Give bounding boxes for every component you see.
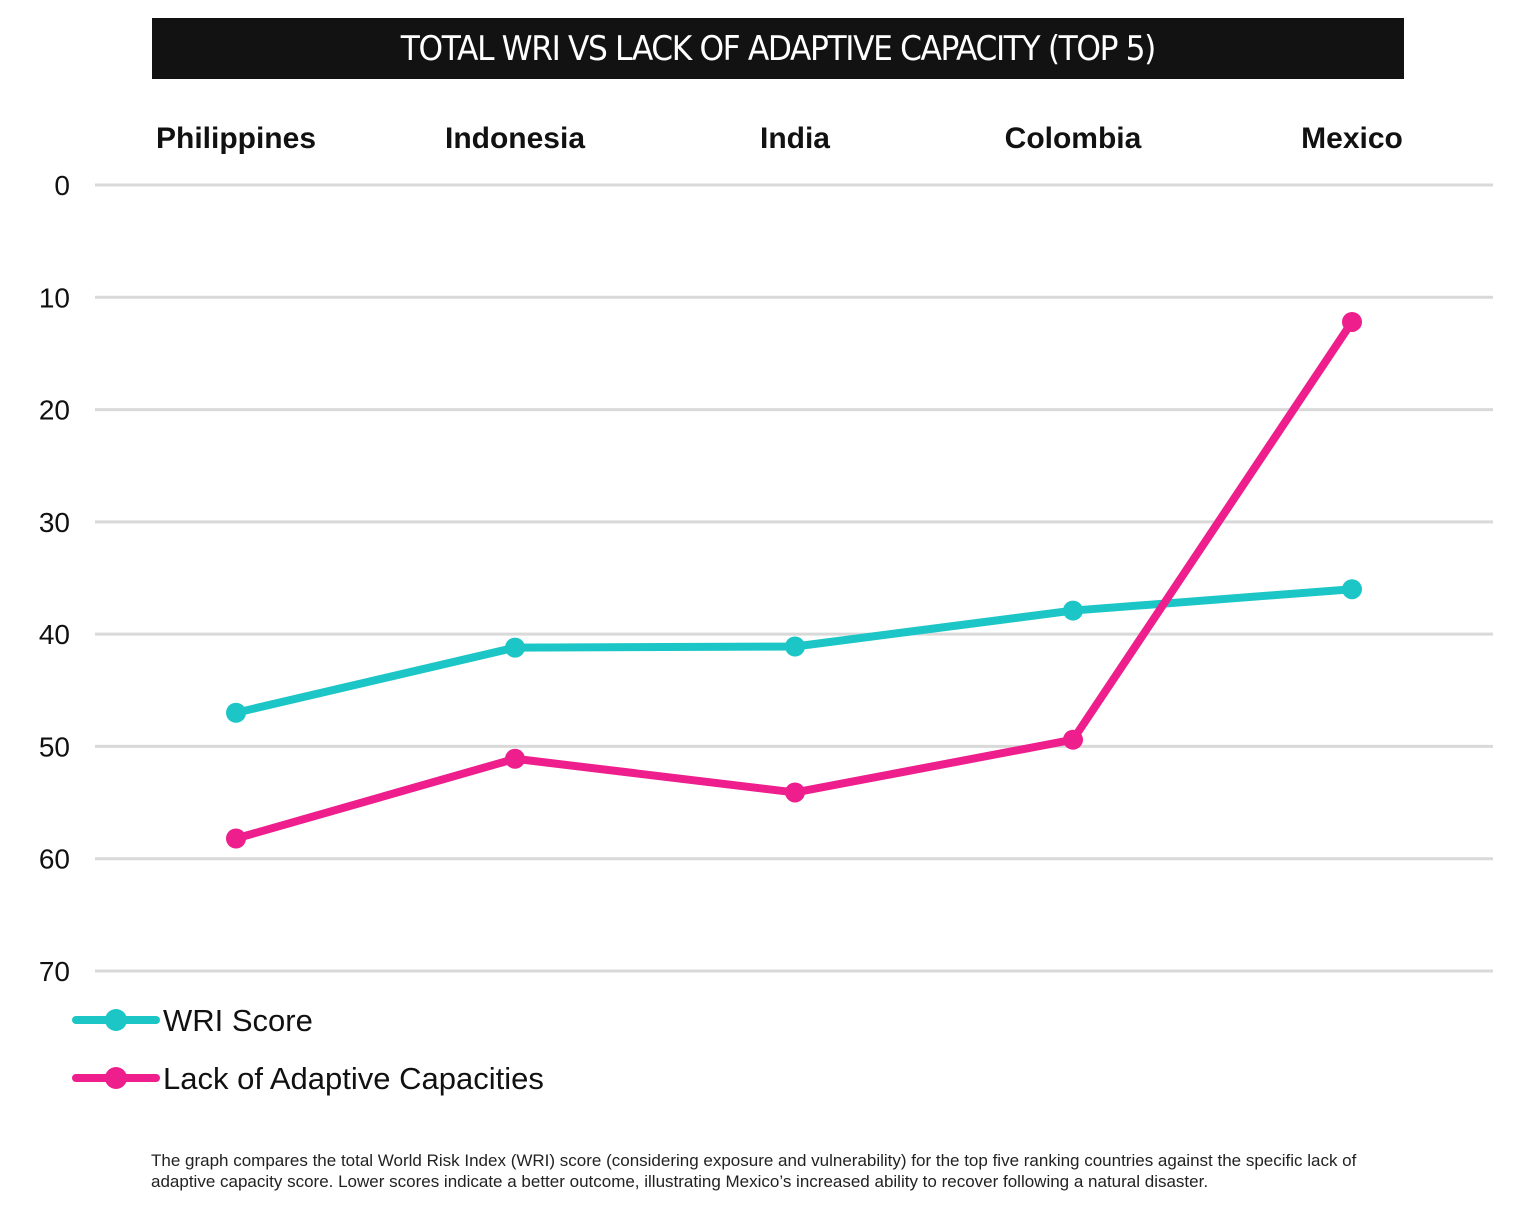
series-lines (226, 311, 1362, 849)
data-point (226, 702, 246, 723)
x-category-label: Philippines (156, 122, 316, 155)
y-tick-label: 10 (39, 282, 70, 313)
legend-item: WRI Score (72, 1003, 313, 1038)
legend-item: Lack of Adaptive Capacities (72, 1061, 544, 1096)
y-tick-label: 70 (39, 956, 70, 987)
legend-label: Lack of Adaptive Capacities (163, 1061, 544, 1096)
title-bar: TOTAL WRI VS LACK OF ADAPTIVE CAPACITY (… (152, 18, 1404, 79)
chart-title: TOTAL WRI VS LACK OF ADAPTIVE CAPACITY (… (400, 28, 1157, 69)
line-chart: 0 10 20 30 40 50 60 70 Philippines Indonesia Indi… (39, 122, 1493, 1096)
y-tick-label: 0 (54, 170, 70, 201)
x-category-label: Colombia (1005, 122, 1142, 155)
legend-swatch-marker (105, 1009, 127, 1031)
y-tick-label: 30 (39, 507, 70, 538)
x-axis-categories: Philippines Indonesia India Colombia Mexico (156, 122, 1403, 155)
series-2 (226, 311, 1362, 849)
series-line (232, 317, 1356, 843)
data-point (1342, 311, 1362, 332)
data-point (1063, 729, 1083, 750)
legend: WRI Score Lack of Adaptive Capacities (72, 1003, 544, 1096)
series-1 (226, 579, 1362, 723)
data-point (1063, 600, 1083, 621)
data-point (785, 782, 805, 803)
y-tick-label: 40 (39, 619, 70, 650)
gridlines (95, 183, 1493, 973)
x-category-label: Mexico (1301, 122, 1403, 155)
data-point (505, 637, 525, 658)
data-point (785, 636, 805, 657)
y-tick-label: 60 (39, 844, 70, 875)
data-point (226, 828, 246, 849)
y-tick-label: 50 (39, 731, 70, 762)
data-point (1342, 579, 1362, 600)
legend-label: WRI Score (163, 1003, 313, 1038)
y-axis-ticks: 0 10 20 30 40 50 60 70 (39, 170, 70, 987)
x-category-label: Indonesia (445, 122, 585, 155)
data-point (505, 748, 525, 769)
y-tick-label: 20 (39, 395, 70, 426)
chart-caption: The graph compares the total World Risk … (151, 1151, 1357, 1191)
x-category-label: India (760, 122, 830, 155)
legend-swatch-marker (105, 1067, 127, 1089)
